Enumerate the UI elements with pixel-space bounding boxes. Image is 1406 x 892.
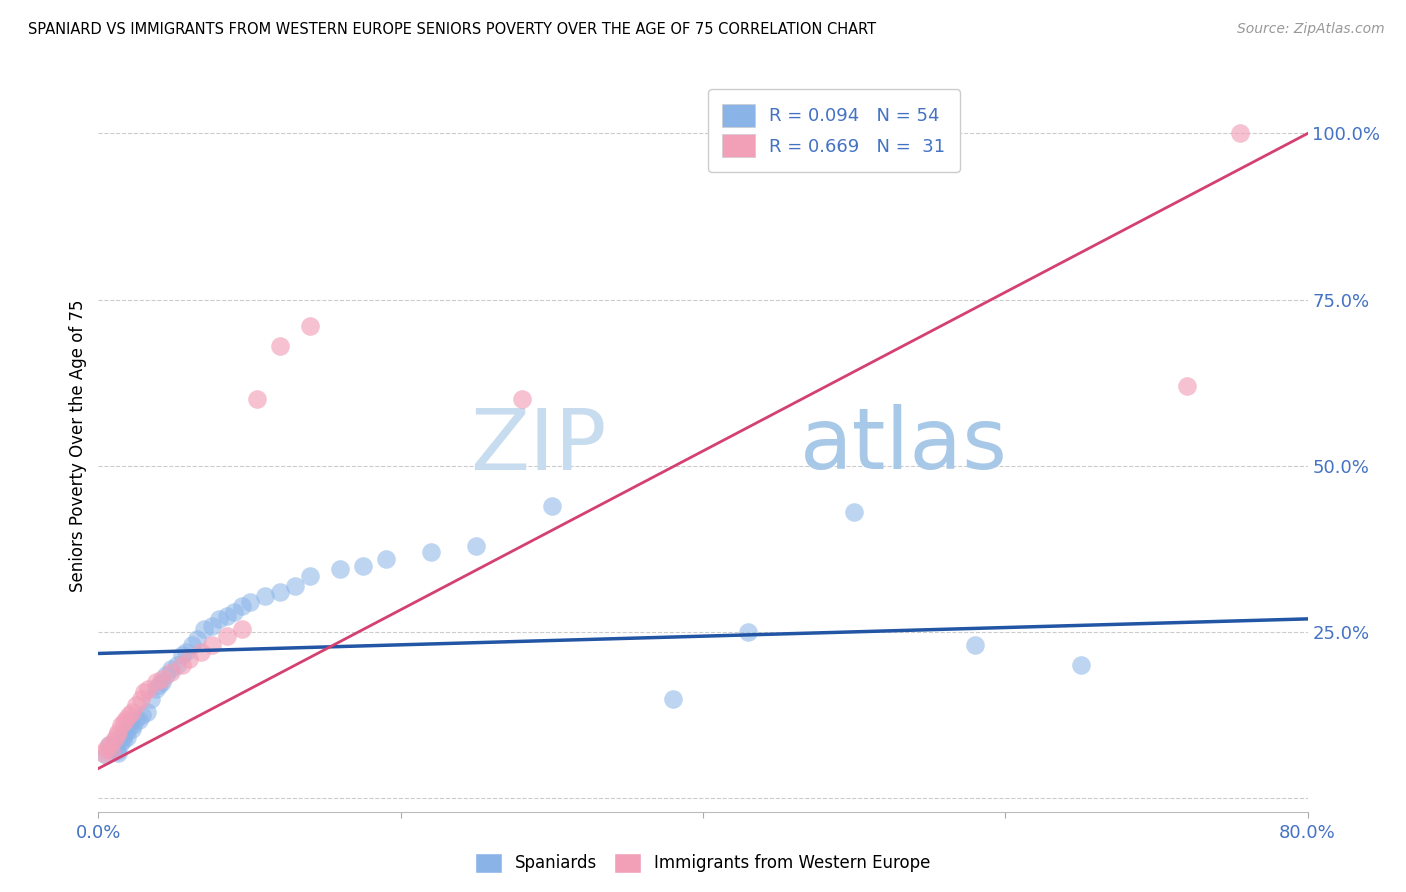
- Point: [186, 632, 208, 646]
- Point: [1175, 379, 1198, 393]
- Point: [120, 714, 142, 729]
- Point: [112, 728, 135, 742]
- Point: [111, 732, 134, 747]
- Point: [105, 743, 128, 757]
- Point: [737, 625, 759, 640]
- Point: [170, 658, 193, 673]
- Point: [135, 705, 157, 719]
- Point: [110, 731, 132, 746]
- Point: [193, 622, 215, 636]
- Point: [150, 672, 173, 686]
- Point: [98, 738, 121, 752]
- Point: [299, 568, 322, 582]
- Point: [181, 639, 204, 653]
- Point: [239, 595, 262, 609]
- Point: [253, 589, 276, 603]
- Point: [465, 539, 488, 553]
- Point: [155, 668, 177, 682]
- Point: [136, 681, 159, 696]
- Point: [108, 737, 131, 751]
- Point: [284, 579, 307, 593]
- Point: [107, 746, 129, 760]
- Point: [98, 738, 121, 752]
- Point: [166, 658, 188, 673]
- Point: [100, 743, 122, 757]
- Point: [352, 558, 374, 573]
- Point: [965, 639, 987, 653]
- Point: [145, 681, 167, 696]
- Point: [148, 678, 170, 692]
- Point: [107, 725, 129, 739]
- Point: [269, 339, 291, 353]
- Point: [125, 712, 148, 726]
- Point: [150, 675, 173, 690]
- Point: [231, 622, 253, 636]
- Point: [129, 691, 152, 706]
- Point: [269, 585, 291, 599]
- Point: [118, 708, 141, 723]
- Point: [844, 506, 866, 520]
- Point: [329, 562, 352, 576]
- Point: [91, 746, 114, 760]
- Point: [112, 714, 135, 729]
- Point: [104, 739, 127, 754]
- Point: [94, 741, 117, 756]
- Point: [121, 705, 143, 719]
- Text: atlas: atlas: [800, 404, 1008, 488]
- Point: [510, 392, 533, 407]
- Point: [540, 499, 562, 513]
- Point: [201, 639, 224, 653]
- Text: SPANIARD VS IMMIGRANTS FROM WESTERN EUROPE SENIORS POVERTY OVER THE AGE OF 75 CO: SPANIARD VS IMMIGRANTS FROM WESTERN EURO…: [28, 22, 876, 37]
- Point: [110, 718, 132, 732]
- Legend: Spaniards, Immigrants from Western Europe: Spaniards, Immigrants from Western Europ…: [468, 847, 938, 880]
- Point: [246, 392, 269, 407]
- Point: [94, 748, 117, 763]
- Point: [105, 728, 128, 742]
- Point: [215, 628, 238, 642]
- Point: [174, 645, 197, 659]
- Point: [190, 645, 212, 659]
- Point: [114, 725, 136, 739]
- Point: [420, 545, 443, 559]
- Point: [125, 698, 148, 713]
- Text: Source: ZipAtlas.com: Source: ZipAtlas.com: [1237, 22, 1385, 37]
- Point: [128, 713, 150, 727]
- Point: [103, 732, 125, 747]
- Point: [114, 712, 136, 726]
- Point: [662, 691, 685, 706]
- Point: [145, 675, 167, 690]
- Point: [231, 599, 253, 613]
- Point: [1070, 658, 1092, 673]
- Point: [170, 648, 193, 663]
- Point: [179, 652, 201, 666]
- Point: [201, 618, 224, 632]
- Point: [160, 665, 183, 679]
- Point: [103, 735, 125, 749]
- Point: [131, 708, 153, 723]
- Point: [141, 691, 163, 706]
- Point: [121, 722, 143, 736]
- Point: [122, 718, 145, 732]
- Point: [215, 608, 238, 623]
- Y-axis label: Seniors Poverty Over the Age of 75: Seniors Poverty Over the Age of 75: [69, 300, 87, 592]
- Point: [118, 720, 141, 734]
- Text: ZIP: ZIP: [470, 404, 606, 488]
- Point: [374, 552, 396, 566]
- Point: [224, 605, 246, 619]
- Point: [132, 685, 155, 699]
- Point: [299, 319, 322, 334]
- Legend: R = 0.094   N = 54, R = 0.669   N =  31: R = 0.094 N = 54, R = 0.669 N = 31: [709, 89, 960, 172]
- Point: [100, 741, 122, 756]
- Point: [115, 731, 138, 745]
- Point: [160, 662, 183, 676]
- Point: [1229, 127, 1251, 141]
- Point: [208, 612, 231, 626]
